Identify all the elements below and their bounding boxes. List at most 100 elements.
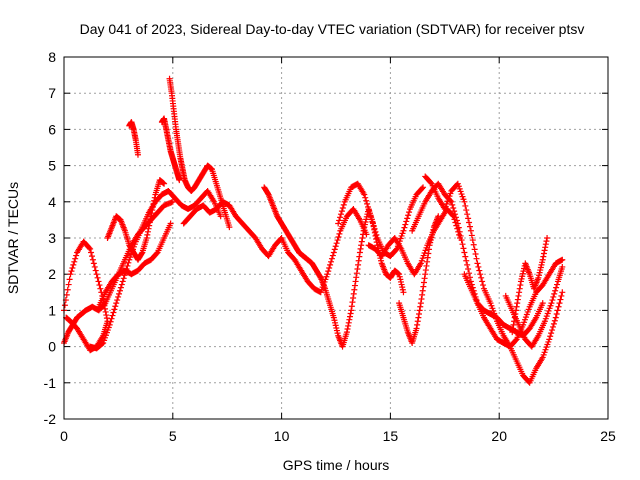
data-point [110, 309, 117, 316]
data-point [514, 300, 521, 307]
data-point [551, 317, 558, 324]
data-point [336, 230, 343, 237]
data-point [357, 245, 364, 252]
data-point [471, 246, 478, 253]
data-point [351, 282, 358, 289]
data-point [328, 255, 335, 262]
data-point [558, 292, 565, 299]
data-point [470, 241, 477, 248]
data-point [365, 207, 372, 214]
data-point [115, 293, 122, 300]
data-point [548, 300, 555, 307]
data-point [510, 321, 517, 328]
data-point [354, 266, 361, 273]
data-point [559, 289, 566, 296]
data-point [343, 329, 350, 336]
data-point [413, 325, 420, 332]
data-point [516, 289, 523, 296]
data-point [144, 228, 151, 235]
data-point [467, 278, 474, 285]
data-points [61, 75, 566, 386]
data-point [69, 264, 76, 271]
data-point [125, 259, 132, 266]
data-point [330, 249, 337, 256]
y-tick-label: 0 [48, 339, 56, 355]
data-point [452, 214, 459, 221]
data-point [334, 237, 341, 244]
series-arc-12 [335, 180, 427, 260]
data-point [331, 246, 338, 253]
data-point [95, 278, 102, 285]
data-point [149, 207, 156, 214]
data-point [539, 256, 546, 263]
series-arc-6 [126, 119, 141, 158]
data-point [118, 281, 125, 288]
data-point [454, 220, 461, 227]
data-point [353, 270, 360, 277]
data-point [345, 319, 352, 326]
data-point [138, 250, 145, 257]
data-point [420, 184, 427, 191]
data-point [422, 271, 429, 278]
data-point [404, 215, 411, 222]
data-point [464, 261, 471, 268]
data-point [550, 320, 557, 327]
data-point [392, 246, 399, 253]
data-point [478, 274, 485, 281]
data-point [466, 274, 473, 281]
data-point [362, 194, 369, 201]
data-point [120, 275, 127, 282]
data-point [64, 286, 71, 293]
data-point [356, 253, 363, 260]
data-point [512, 337, 519, 344]
data-point [475, 263, 482, 270]
y-tick-label: -1 [44, 375, 57, 391]
data-point [161, 180, 168, 187]
data-point [450, 205, 457, 212]
data-point [134, 151, 141, 158]
data-point [544, 235, 551, 241]
data-point [348, 303, 355, 310]
data-point [67, 271, 74, 278]
series-arc-11 [317, 206, 407, 350]
data-point [358, 238, 365, 245]
series-arc-16 [422, 173, 566, 386]
data-point [474, 260, 481, 267]
data-point [402, 221, 409, 228]
data-point [350, 290, 357, 297]
data-point [457, 232, 464, 239]
data-point [340, 201, 347, 208]
x-tick-label: 5 [169, 428, 177, 444]
data-point [353, 274, 360, 281]
data-point [465, 215, 472, 222]
data-point [363, 197, 370, 204]
data-point [167, 220, 174, 227]
data-point [549, 323, 556, 330]
data-point [88, 253, 95, 260]
y-axis-label: SDTVAR / TECUs [5, 182, 21, 294]
data-point [552, 314, 559, 321]
data-point [477, 271, 484, 278]
data-point [96, 282, 103, 289]
data-point [61, 302, 68, 309]
grid-lines [64, 57, 608, 419]
data-point [542, 244, 549, 251]
series-arc-1 [61, 238, 111, 354]
data-point [332, 243, 339, 250]
data-point [547, 333, 554, 340]
data-point [452, 211, 459, 218]
x-tick-label: 25 [600, 428, 616, 444]
data-point [143, 235, 150, 241]
series-arc-9 [180, 198, 370, 296]
data-point [515, 292, 522, 299]
data-point [92, 267, 99, 274]
plot-frame [63, 56, 609, 420]
data-point [147, 216, 154, 223]
data-point [113, 300, 120, 307]
data-point [540, 250, 547, 257]
data-point [419, 287, 426, 294]
data-point [144, 231, 151, 238]
data-point [358, 242, 365, 249]
data-point [72, 255, 79, 262]
data-point [151, 194, 158, 201]
